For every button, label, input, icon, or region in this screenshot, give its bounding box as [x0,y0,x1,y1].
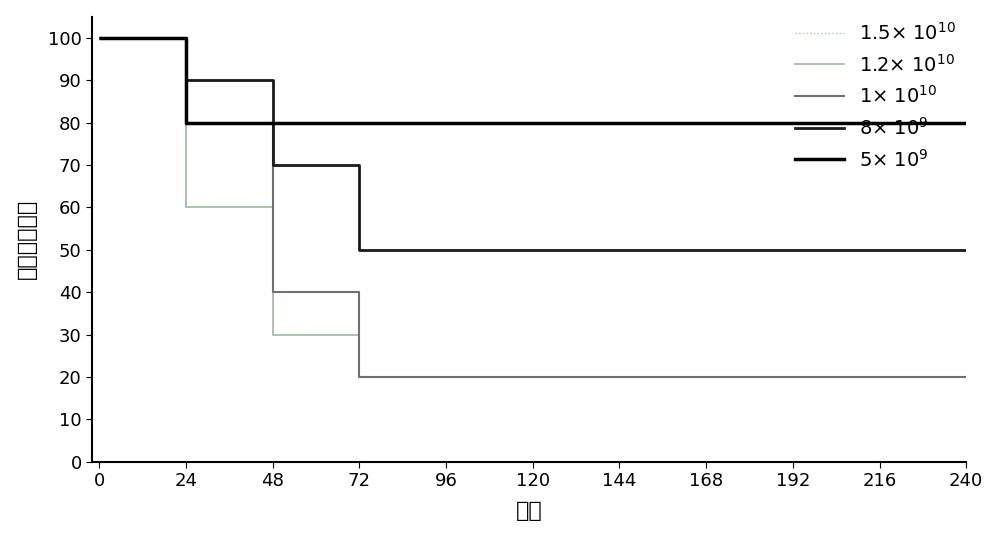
Legend: 1.5$\times$ 10$^{10}$, 1.2$\times$ 10$^{10}$, 1$\times$ 10$^{10}$, 8$\times$ 10$: 1.5$\times$ 10$^{10}$, 1.2$\times$ 10$^{… [795,22,956,171]
Y-axis label: 百分比存活率: 百分比存活率 [17,199,37,279]
X-axis label: 时间: 时间 [516,501,543,521]
